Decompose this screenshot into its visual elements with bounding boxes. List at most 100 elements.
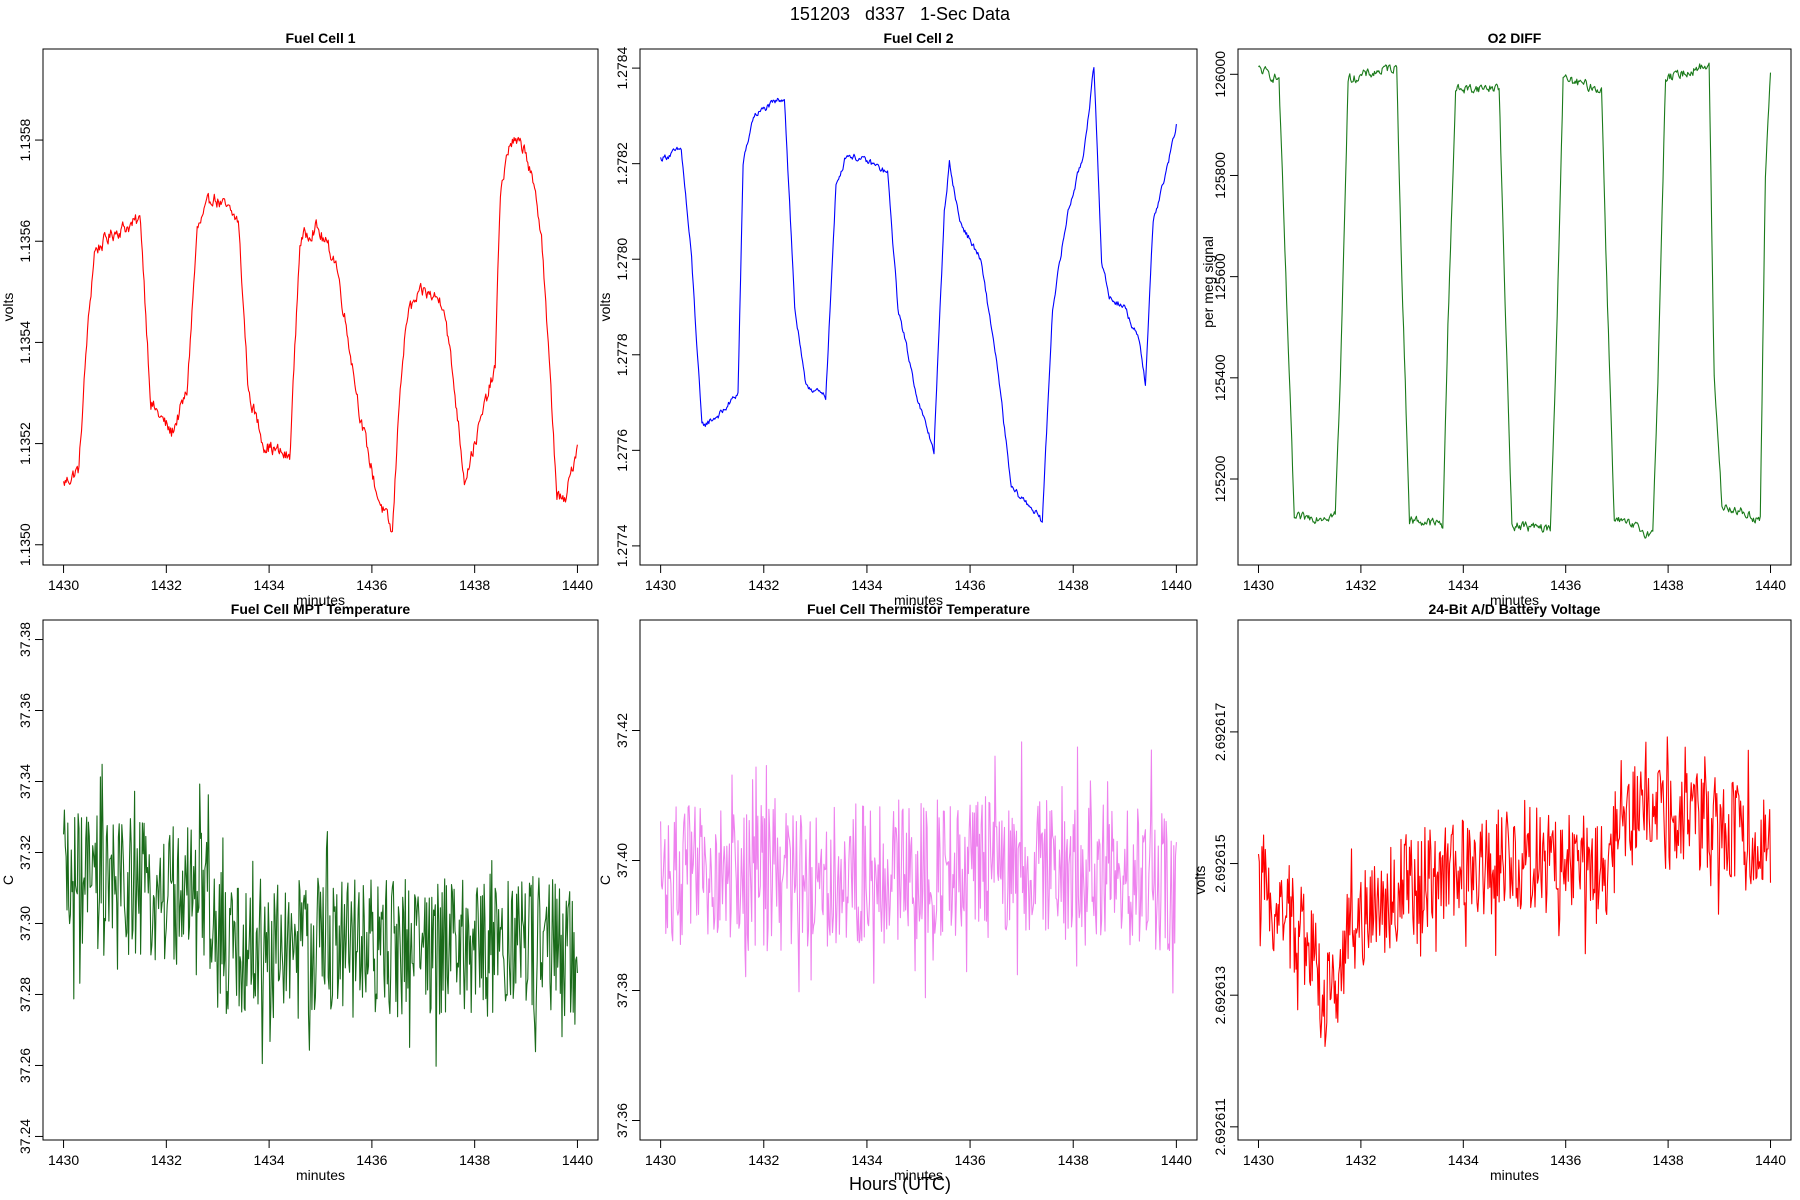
y-tick-label: 37.42 [614,713,630,748]
x-tick-label: 1440 [562,1152,593,1168]
y-axis-label: C [597,875,613,885]
y-tick-label: 37.34 [17,764,33,799]
panel-3: O2 DIFF 1430 1432 1434 1436 1438 1440 minutes 12… [1200,30,1792,608]
y-tick-label: 2.692615 [1212,834,1228,893]
x-tick-label: 1438 [459,1152,490,1168]
panel-6: 24-Bit A/D Battery Voltage 1430 1432 1434 14… [1192,601,1792,1183]
x-tick-label: 1432 [748,577,779,593]
x-tick-label: 1436 [356,577,387,593]
plot-frame [639,619,1198,1141]
x-tick-label: 1438 [1653,1152,1684,1168]
y-tick-label: 1.1352 [17,422,33,465]
y-tick-label: 2.692617 [1212,702,1228,761]
x-tick-label: 1438 [1058,1152,1089,1168]
x-tick-label: 1434 [851,577,882,593]
x-axis-label: minutes [894,592,943,608]
y-tick-label: 125200 [1212,455,1228,502]
y-tick-label: 1.2778 [614,333,630,376]
y-tick-label: 37.38 [17,622,33,657]
y-tick-label: 125600 [1212,253,1228,300]
y-tick-label: 37.30 [17,906,33,941]
y-axis-label: volts [1192,866,1208,895]
panel-title: O2 DIFF [1488,30,1542,46]
x-tick-label: 1436 [1550,1152,1581,1168]
panel-title: Fuel Cell Thermistor Temperature [807,601,1030,617]
y-axis-label: volts [0,293,16,322]
x-tick-label: 1434 [1448,1152,1479,1168]
x-tick-label: 1432 [151,1152,182,1168]
panel-title: 24-Bit A/D Battery Voltage [1429,601,1601,617]
x-tick-label: 1432 [1345,577,1376,593]
x-tick-label: 1430 [48,1152,79,1168]
panel-5: Fuel Cell Thermistor Temperature 1430 1432… [597,601,1198,1183]
x-tick-label: 1436 [1550,577,1581,593]
y-tick-label: 1.2776 [614,429,630,472]
plot-frame [1237,48,1792,566]
x-axis-label: minutes [296,592,345,608]
y-tick-label: 1.2774 [614,524,630,567]
x-tick-label: 1434 [1448,577,1479,593]
x-tick-label: 1430 [1243,1152,1274,1168]
plot-frame [42,48,599,566]
y-axis-label: C [0,875,16,885]
y-tick-label: 37.40 [614,843,630,878]
x-tick-label: 1436 [356,1152,387,1168]
x-axis-label: minutes [1490,1167,1539,1183]
series-line [1257,736,1772,1047]
x-axis-label: minutes [1490,592,1539,608]
x-tick-label: 1438 [459,577,490,593]
y-tick-label: 125400 [1212,354,1228,401]
panel-title: Fuel Cell MPT Temperature [231,601,411,617]
plot-frame [42,619,599,1141]
plot-frame [639,48,1198,566]
x-tick-label: 1434 [851,1152,882,1168]
y-tick-label: 1.2782 [614,142,630,185]
x-tick-label: 1430 [48,577,79,593]
y-tick-label: 1.1358 [17,118,33,161]
y-tick-label: 37.28 [17,977,33,1012]
x-axis-label: minutes [894,1167,943,1183]
x-tick-label: 1438 [1058,577,1089,593]
x-axis-label: minutes [296,1167,345,1183]
y-tick-label: 2.692611 [1212,1098,1228,1156]
y-tick-label: 1.2784 [614,46,630,89]
x-tick-label: 1432 [151,577,182,593]
x-tick-label: 1436 [954,1152,985,1168]
x-tick-label: 1432 [1345,1152,1376,1168]
x-tick-label: 1434 [254,577,285,593]
x-tick-label: 1430 [1243,577,1274,593]
figure-xlabel: Hours (UTC) [849,1174,951,1194]
y-tick-label: 37.24 [17,1119,33,1154]
x-tick-label: 1440 [1755,1152,1786,1168]
x-tick-label: 1440 [562,577,593,593]
y-axis-label: volts [597,293,613,322]
panel-title: Fuel Cell 1 [285,30,355,46]
x-tick-label: 1440 [1161,1152,1192,1168]
x-tick-label: 1436 [954,577,985,593]
y-tick-label: 1.2780 [614,238,630,281]
y-tick-label: 37.36 [17,693,33,728]
x-tick-label: 1438 [1653,577,1684,593]
y-tick-label: 37.26 [17,1048,33,1083]
y-tick-label: 1.1354 [17,321,33,364]
series-line [660,67,1177,523]
y-axis-label: per meg signal [1200,236,1216,328]
series-line [63,136,578,533]
x-tick-label: 1440 [1161,577,1192,593]
y-tick-label: 37.38 [614,973,630,1008]
panel-4: Fuel Cell MPT Temperature 1430 1432 1434 143… [0,601,599,1183]
y-tick-label: 125800 [1212,152,1228,199]
panels: Fuel Cell 1 1430 1432 1434 1436 1438 1440 minut… [0,30,1792,1183]
y-tick-label: 37.32 [17,835,33,870]
y-tick-label: 37.36 [614,1103,630,1138]
x-tick-label: 1430 [645,577,676,593]
panel-1: Fuel Cell 1 1430 1432 1434 1436 1438 1440 minut… [0,30,599,608]
panel-2: Fuel Cell 2 1430 1432 1434 1436 1438 1440 minut… [597,30,1198,608]
figure-title: 151203 d337 1-Sec Data [790,4,1011,24]
plot-frame [1237,619,1792,1141]
x-tick-label: 1440 [1755,577,1786,593]
panel-title: Fuel Cell 2 [883,30,953,46]
series-line [660,741,1177,999]
